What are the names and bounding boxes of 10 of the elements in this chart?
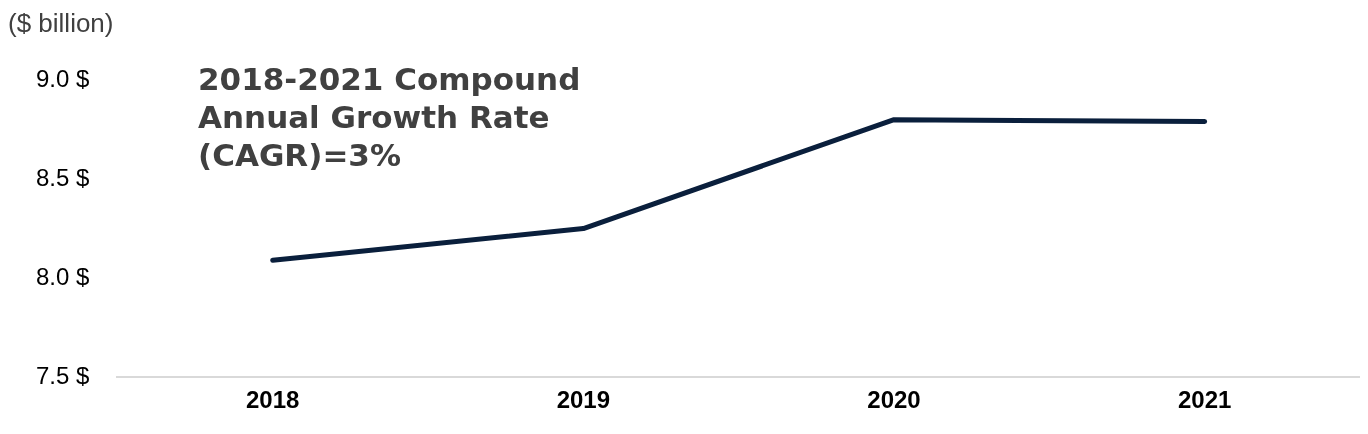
y-tick-label: 8.0 $ [35,262,90,290]
y-tick-label: 7.5 $ [35,361,90,389]
x-tick-label: 2018 [246,386,300,414]
y-tick-label: 9.0 $ [35,64,90,92]
y-tick-label: 8.5 $ [35,163,90,191]
x-tick-label: 2020 [867,386,921,414]
y-axis-title: ($ billion) [8,8,114,39]
x-tick-label: 2019 [556,386,611,414]
x-tick-label: 2021 [1177,386,1232,414]
annotation: 2018-2021 Compound Annual Growth Rate (CAGR)=3% [198,60,581,173]
